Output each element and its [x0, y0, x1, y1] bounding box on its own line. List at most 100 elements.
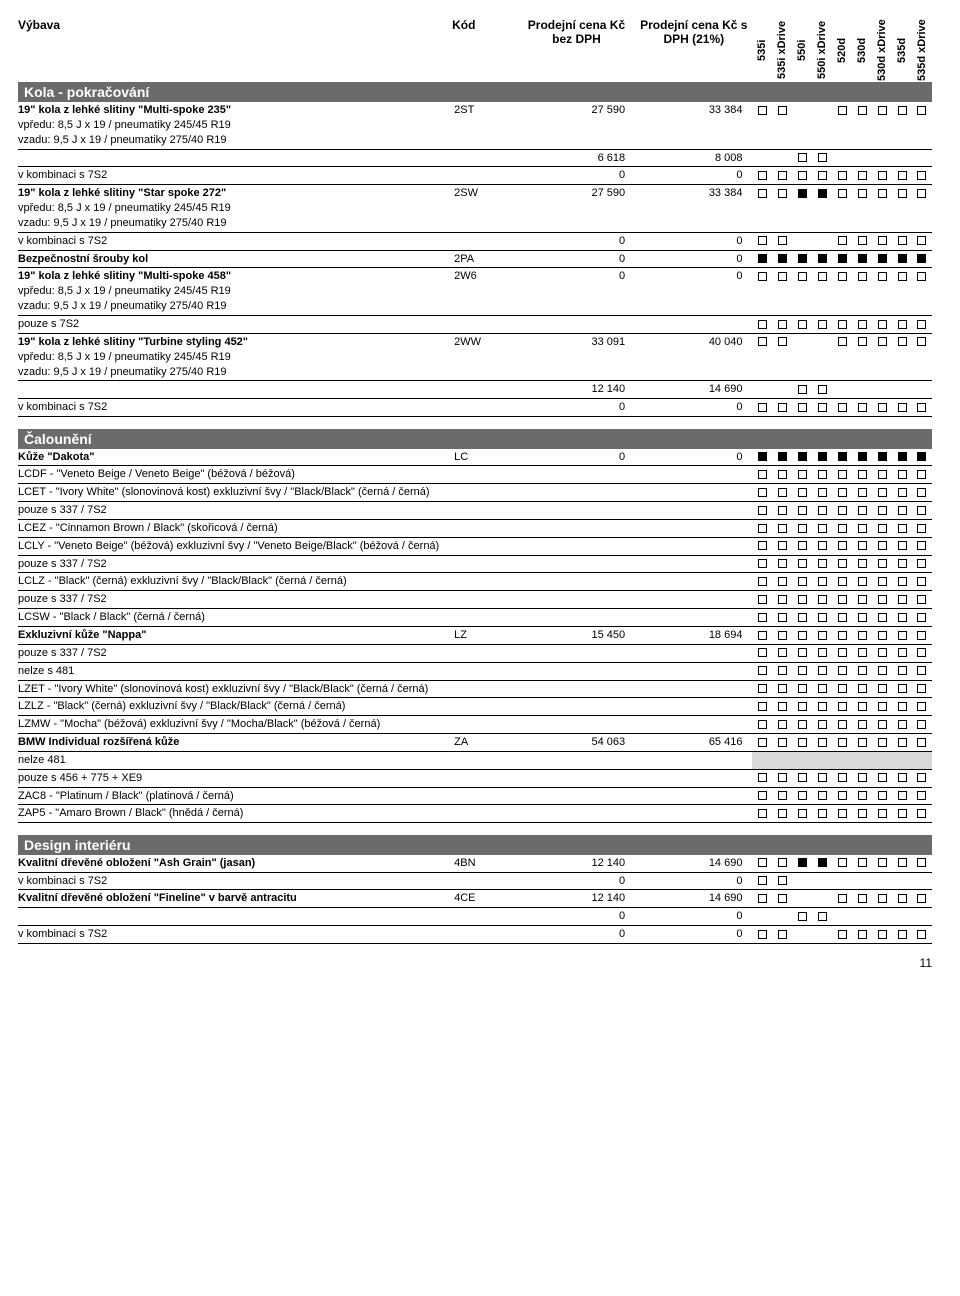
availability-cell: [812, 890, 832, 908]
availability-cell: [832, 519, 852, 537]
availability-cell: [852, 644, 872, 662]
table-row: Kvalitní dřevěné obložení "Fineline" v b…: [18, 890, 932, 908]
availability-cell: [872, 555, 892, 573]
availability-cell: [852, 537, 872, 555]
variant-col: 530d: [852, 18, 872, 82]
availability-cell: [772, 449, 792, 466]
table-row: pouze s 337 / 7S2: [18, 644, 932, 662]
variant-col: 530d xDrive: [872, 18, 892, 82]
availability-cell: [792, 626, 812, 644]
availability-cell: [832, 890, 852, 908]
availability-cell: [852, 716, 872, 734]
availability-cell: [892, 908, 912, 926]
availability-cell: [892, 698, 912, 716]
table-row: v kombinaci s 7S200: [18, 872, 932, 890]
availability-cell: [792, 751, 812, 769]
availability-cell: [872, 855, 892, 872]
availability-cell: [912, 626, 932, 644]
availability-cell: [812, 751, 832, 769]
variant-col: 535d: [892, 18, 912, 82]
col-vybava: Výbava: [18, 18, 452, 82]
availability-cell: [832, 149, 852, 167]
availability-cell: [872, 751, 892, 769]
price-vat-cell: [635, 537, 752, 555]
price-novat-cell: [518, 662, 635, 680]
availability-cell: [912, 232, 932, 250]
code-cell: [452, 315, 518, 333]
code-cell: [452, 716, 518, 734]
desc-cell: pouze s 337 / 7S2: [18, 591, 452, 609]
availability-cell: [852, 626, 872, 644]
availability-cell: [852, 466, 872, 484]
availability-cell: [772, 519, 792, 537]
table-row: nelze 481: [18, 751, 932, 769]
code-cell: [452, 805, 518, 823]
availability-cell: [892, 787, 912, 805]
availability-cell: [892, 872, 912, 890]
availability-cell: [892, 591, 912, 609]
availability-cell: [912, 333, 932, 381]
availability-cell: [872, 680, 892, 698]
availability-cell: [792, 855, 812, 872]
availability-cell: [852, 232, 872, 250]
price-vat-cell: 0: [635, 232, 752, 250]
availability-cell: [752, 734, 772, 752]
availability-cell: [752, 250, 772, 268]
desc-cell: LCLY - "Veneto Beige" (béžová) exkluzivn…: [18, 537, 452, 555]
price-novat-cell: [518, 502, 635, 520]
price-novat-cell: 0: [518, 449, 635, 466]
availability-cell: [792, 609, 812, 627]
variant-col: 550i: [792, 18, 812, 82]
price-novat-cell: [518, 769, 635, 787]
availability-cell: [912, 315, 932, 333]
availability-cell: [912, 890, 932, 908]
availability-cell: [812, 102, 832, 149]
availability-cell: [912, 662, 932, 680]
availability-cell: [892, 250, 912, 268]
availability-cell: [892, 716, 912, 734]
availability-cell: [752, 872, 772, 890]
availability-cell: [752, 769, 772, 787]
availability-cell: [772, 102, 792, 149]
availability-cell: [752, 855, 772, 872]
header-row: Výbava Kód Prodejní cena Kč bez DPH Prod…: [18, 18, 932, 82]
availability-cell: [772, 698, 792, 716]
table-row: LCDF - "Veneto Beige / Veneto Beige" (bé…: [18, 466, 932, 484]
availability-cell: [752, 268, 772, 316]
availability-cell: [832, 872, 852, 890]
desc-cell: v kombinaci s 7S2: [18, 232, 452, 250]
availability-cell: [812, 805, 832, 823]
availability-cell: [832, 734, 852, 752]
desc-cell: nelze 481: [18, 751, 452, 769]
availability-cell: [852, 609, 872, 627]
price-vat-cell: 0: [635, 268, 752, 316]
table-row: 19" kola z lehké slitiny "Multi-spoke 45…: [18, 268, 932, 316]
availability-cell: [852, 167, 872, 185]
availability-cell: [772, 626, 792, 644]
desc-cell: LZLZ - "Black" (černá) exkluzivní švy / …: [18, 698, 452, 716]
availability-cell: [812, 167, 832, 185]
price-vat-cell: 14 690: [635, 890, 752, 908]
desc-cell: LCET - "Ivory White" (slonovinová kost) …: [18, 484, 452, 502]
code-cell: [452, 680, 518, 698]
price-novat-cell: [518, 466, 635, 484]
price-novat-cell: [518, 751, 635, 769]
code-cell: LZ: [452, 626, 518, 644]
availability-cell: [852, 662, 872, 680]
price-vat-cell: [635, 609, 752, 627]
availability-cell: [892, 734, 912, 752]
availability-cell: [792, 573, 812, 591]
availability-cell: [812, 381, 832, 399]
availability-cell: [912, 185, 932, 233]
availability-cell: [752, 502, 772, 520]
availability-cell: [752, 333, 772, 381]
availability-cell: [752, 149, 772, 167]
table-row: ZAP5 - "Amaro Brown / Black" (hnědá / če…: [18, 805, 932, 823]
availability-cell: [752, 908, 772, 926]
availability-cell: [792, 185, 812, 233]
availability-cell: [832, 502, 852, 520]
availability-cell: [892, 769, 912, 787]
availability-cell: [812, 149, 832, 167]
availability-cell: [752, 926, 772, 944]
price-novat-cell: 33 091: [518, 333, 635, 381]
